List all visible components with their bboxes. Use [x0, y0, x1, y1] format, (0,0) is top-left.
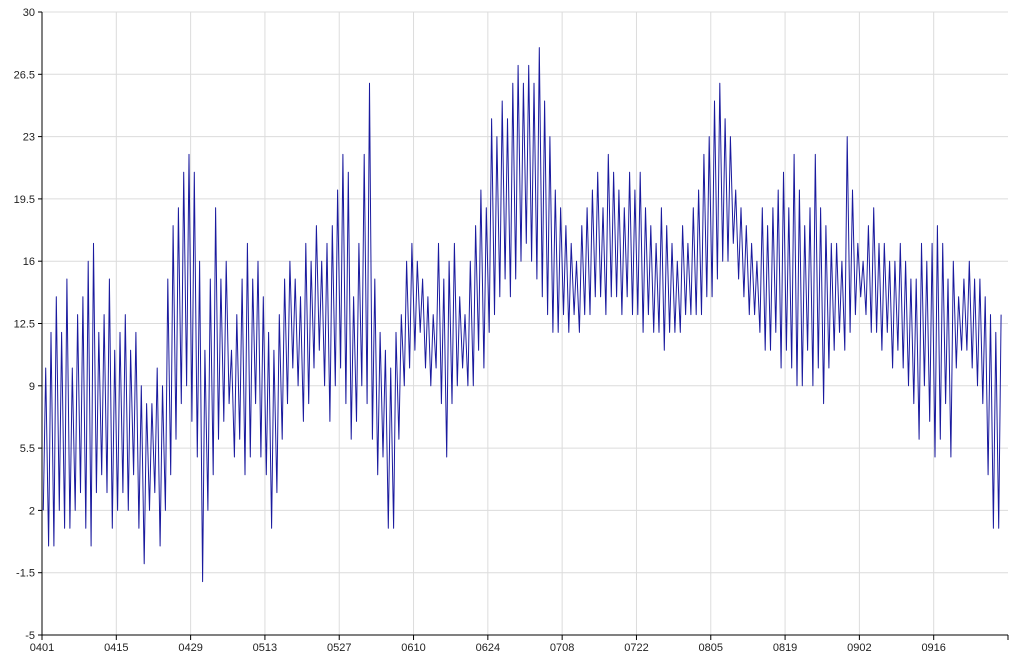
y-tick-label: 19.5 [14, 194, 35, 206]
y-tick-labels: -5 -1.5 2 5.5 9 12.5 16 19.5 23 26.5 30 [14, 7, 35, 642]
gridlines [42, 11, 1008, 635]
x-tick-label: 0513 [253, 642, 277, 654]
x-tick-label: 0916 [921, 642, 945, 654]
y-tick-label: 12.5 [14, 319, 35, 331]
y-tick-label: 23 [23, 132, 35, 144]
y-tick-label: 26.5 [14, 69, 35, 81]
x-tick-label: 0624 [476, 642, 500, 654]
y-tick-label: 30 [23, 7, 35, 19]
x-tick-label: 0527 [327, 642, 351, 654]
y-tick-label: -5 [25, 630, 35, 642]
x-tick-labels: 0401 0415 0429 0513 0527 0610 0624 0708 0722 0805… [30, 642, 946, 654]
y-tick-label: 16 [23, 256, 35, 268]
y-tick-label: 2 [29, 505, 35, 517]
x-tick-label: 0902 [847, 642, 871, 654]
series-line [42, 47, 1002, 583]
axes [38, 11, 1009, 640]
x-tick-label: 0401 [30, 642, 54, 654]
x-tick-label: 0610 [401, 642, 425, 654]
y-tick-label: 9 [29, 381, 35, 393]
series-group [42, 47, 1002, 583]
x-tick-label: 0722 [624, 642, 648, 654]
x-tick-label: 0819 [773, 642, 797, 654]
y-tick-label: -1.5 [16, 568, 35, 580]
y-tick-label: 5.5 [20, 443, 35, 455]
x-tick-label: 0805 [699, 642, 723, 654]
x-tick-label: 0708 [550, 642, 574, 654]
x-tick-label: 0429 [178, 642, 202, 654]
x-tick-label: 0415 [104, 642, 128, 654]
